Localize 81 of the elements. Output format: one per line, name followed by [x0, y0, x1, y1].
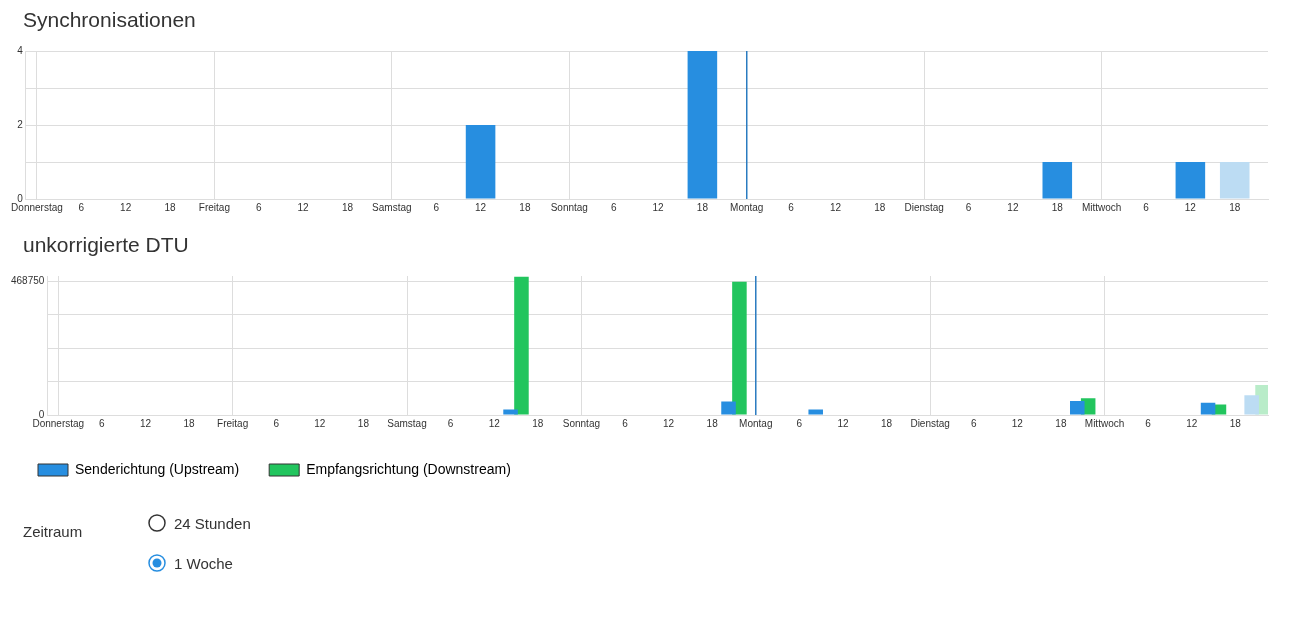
x-tick-label: 18: [1055, 417, 1067, 429]
bar: [1175, 162, 1206, 199]
x-tick-label: Mittwoch: [1081, 201, 1122, 213]
x-tick-label: 18: [706, 417, 719, 429]
x-tick-label: 18: [357, 417, 370, 429]
x-tick-label: 6: [99, 417, 106, 429]
x-tick-label: 6: [1143, 201, 1150, 213]
x-tick-label: 12: [297, 201, 310, 213]
x-tick-label: 18: [341, 201, 354, 213]
x-tick-label: Dienstag: [910, 417, 950, 429]
x-tick-label: 18: [880, 417, 893, 429]
x-tick-label: 6: [970, 417, 977, 429]
x-tick-label: 12: [829, 201, 842, 213]
x-tick-label: Samstag: [372, 201, 412, 213]
bar: [465, 125, 496, 199]
x-tick-label: 6: [1145, 417, 1152, 429]
text: Zeitraum: [23, 522, 84, 542]
legend-label: Empfangsrichtung (Downstream): [306, 460, 511, 477]
bar: [687, 51, 718, 199]
x-tick-label: 6: [965, 201, 972, 213]
x-tick-label: Sonntag: [562, 417, 601, 429]
y-tick-label: 2: [17, 118, 24, 130]
x-tick-label: 6: [78, 201, 85, 213]
x-tick-label: 18: [183, 417, 196, 429]
x-tick-label: 6: [796, 417, 803, 429]
x-tick-label: 6: [255, 201, 262, 213]
x-tick-label: Donnerstag: [32, 417, 85, 429]
x-tick-label: 18: [874, 201, 886, 213]
x-tick-label: 6: [622, 417, 629, 429]
bar: [1042, 162, 1073, 199]
x-tick-label: 6: [610, 201, 617, 213]
x-tick-label: 12: [837, 417, 849, 429]
x-tick-label: 12: [1011, 417, 1024, 429]
bar: [503, 409, 518, 415]
bar: [808, 409, 823, 415]
x-tick-label: Donnerstag: [11, 201, 63, 213]
bar: [514, 276, 529, 415]
bar: [1219, 162, 1250, 199]
text: 24 Stunden: [174, 514, 251, 532]
bar: [1244, 395, 1259, 415]
x-tick-label: Montag: [730, 201, 764, 213]
y-tick-label: 468750: [10, 275, 45, 287]
y-tick-label: 0: [38, 408, 45, 420]
x-tick-label: 6: [788, 201, 795, 213]
x-tick-label: 12: [475, 201, 487, 213]
text: 1 Woche: [174, 554, 233, 572]
x-tick-label: 18: [1229, 417, 1242, 429]
bar: [1200, 402, 1216, 415]
x-tick-label: 12: [1184, 201, 1197, 213]
x-tick-label: 18: [532, 417, 544, 429]
x-tick-label: Dienstag: [904, 201, 944, 213]
x-tick-label: 6: [273, 417, 280, 429]
x-tick-label: 12: [652, 201, 665, 213]
x-tick-label: Freitag: [198, 201, 230, 213]
x-tick-label: Freitag: [217, 417, 249, 429]
x-tick-label: 18: [696, 201, 709, 213]
x-tick-label: Montag: [739, 417, 773, 429]
x-tick-label: Sonntag: [550, 201, 588, 213]
x-tick-label: 6: [447, 417, 454, 429]
x-tick-label: 18: [519, 201, 531, 213]
x-tick-label: 18: [1051, 201, 1064, 213]
y-tick-label: 0: [17, 192, 24, 204]
legend-label: Senderichtung (Upstream): [75, 460, 240, 477]
x-tick-label: 12: [120, 201, 132, 213]
x-tick-label: 12: [1186, 417, 1198, 429]
x-tick-label: 12: [488, 417, 501, 429]
bar: [1070, 401, 1085, 415]
x-tick-label: 12: [1007, 201, 1019, 213]
x-tick-label: Samstag: [387, 417, 427, 429]
bar: [732, 281, 747, 415]
chart-title: unkorrigierte DTU: [23, 233, 190, 257]
x-tick-label: Mittwoch: [1084, 417, 1125, 429]
x-tick-label: 18: [164, 201, 177, 213]
x-tick-label: 6: [433, 201, 440, 213]
x-tick-label: 12: [139, 417, 152, 429]
x-tick-label: 18: [1229, 201, 1241, 213]
chart-title: Synchronisationen: [23, 8, 197, 32]
x-tick-label: 12: [314, 417, 326, 429]
y-tick-label: 4: [17, 44, 24, 56]
x-tick-label: 12: [663, 417, 675, 429]
bar: [721, 401, 736, 415]
